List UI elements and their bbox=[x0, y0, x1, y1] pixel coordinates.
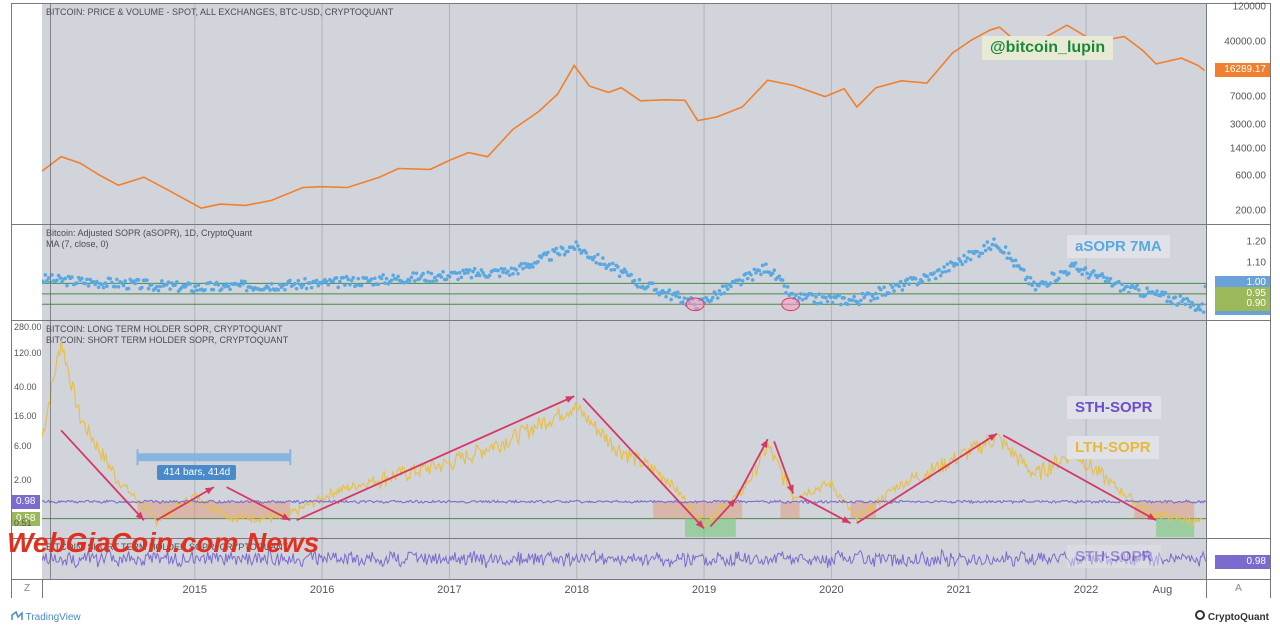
footer-right: CryptoQuant bbox=[1195, 610, 1269, 623]
crosshair-vline bbox=[50, 4, 51, 579]
y-tick: 0.98 bbox=[1215, 555, 1270, 569]
range-label: 414 bars, 414d bbox=[157, 465, 236, 480]
y-tick: 0.90 bbox=[1215, 297, 1270, 311]
left-tick: 6.00 bbox=[14, 441, 32, 451]
x-tick: 2022 bbox=[1074, 584, 1098, 596]
left-axis bbox=[12, 225, 43, 320]
y-axis[interactable]: 120000 40000.00 16289.17 7000.00 3000.00 1400… bbox=[1207, 4, 1270, 224]
y-axis[interactable]: 0.98 bbox=[1207, 539, 1270, 579]
badge--bitcoin-lupin: @bitcoin_lupin bbox=[982, 36, 1113, 60]
footer-left-text: TradingView bbox=[26, 612, 81, 623]
left-tick: 40.00 bbox=[14, 382, 37, 392]
left-axis bbox=[12, 4, 43, 224]
y-tick: 200.00 bbox=[1235, 206, 1266, 217]
left-tick: 2.00 bbox=[14, 475, 32, 485]
y-tick: 1400.00 bbox=[1230, 143, 1266, 154]
badge-lth-sopr: LTH-SOPR bbox=[1067, 436, 1159, 459]
y-tick: 3000.00 bbox=[1230, 119, 1266, 130]
cq-icon bbox=[1195, 610, 1205, 620]
x-tick: 2017 bbox=[437, 584, 461, 596]
x-tick: 2021 bbox=[946, 584, 970, 596]
y-tick: 1.10 bbox=[1247, 257, 1266, 268]
y-tick: 120000 bbox=[1233, 1, 1266, 12]
footer-right-text: CryptoQuant bbox=[1208, 612, 1269, 623]
chart-area: BITCOIN: PRICE & VOLUME - SPOT, ALL EXCH… bbox=[11, 3, 1271, 598]
x-tick: 2015 bbox=[183, 584, 207, 596]
left-axis: 280.00120.0040.0016.006.002.000.980.580.… bbox=[12, 321, 43, 538]
x-tick: Aug bbox=[1153, 584, 1173, 596]
x-tick: 2019 bbox=[692, 584, 716, 596]
y-tick: 600.00 bbox=[1235, 171, 1266, 182]
corner-right[interactable]: A bbox=[1206, 579, 1270, 598]
y-tick: 7000.00 bbox=[1230, 92, 1266, 103]
left-tick: 120.00 bbox=[14, 348, 42, 358]
x-tick: 2020 bbox=[819, 584, 843, 596]
badge-asopr-7ma: aSOPR 7MA bbox=[1067, 235, 1170, 258]
panel-price: BITCOIN: PRICE & VOLUME - SPOT, ALL EXCH… bbox=[12, 4, 1270, 225]
panel-asopr: Bitcoin: Adjusted SOPR (aSOPR), 1D, Cryp… bbox=[12, 225, 1270, 321]
left-tick: 16.00 bbox=[14, 411, 37, 421]
plot-area[interactable]: BITCOIN: LONG TERM HOLDER SOPR, CRYPTOQU… bbox=[42, 321, 1207, 538]
x-tick: 2018 bbox=[565, 584, 589, 596]
y-axis[interactable]: 1.201.101.000.950.950.90 bbox=[1207, 225, 1270, 320]
y-tick: 1.20 bbox=[1247, 236, 1266, 247]
series-sth-sopr bbox=[42, 500, 1206, 503]
plot-area[interactable]: Bitcoin: Adjusted SOPR (aSOPR), 1D, Cryp… bbox=[42, 225, 1207, 320]
y-tick: 16289.17 bbox=[1215, 63, 1270, 77]
left-tick: 280.00 bbox=[14, 322, 42, 332]
series-lth-sopr bbox=[42, 341, 1203, 527]
panel-sopr: 280.00120.0040.0016.006.002.000.980.580.… bbox=[12, 321, 1270, 539]
badge-sth-sopr: STH-SOPR bbox=[1067, 396, 1161, 419]
badge-sth-sopr: STH-SOPR bbox=[1067, 545, 1161, 568]
x-axis[interactable]: 2015 2016 2017 2018 2019 2020 2021 2022 Aug bbox=[42, 579, 1207, 598]
x-tick: 2016 bbox=[310, 584, 334, 596]
watermark: WebGiaCoin.com News bbox=[7, 527, 319, 559]
footer-left: TradingView bbox=[11, 611, 81, 623]
y-axis[interactable] bbox=[1207, 321, 1270, 538]
y-tick: 40000.00 bbox=[1224, 36, 1266, 47]
plot-area[interactable]: BITCOIN: PRICE & VOLUME - SPOT, ALL EXCH… bbox=[42, 4, 1207, 224]
corner-left[interactable]: Z bbox=[12, 579, 43, 598]
left-tick: 0.98 bbox=[12, 495, 40, 509]
